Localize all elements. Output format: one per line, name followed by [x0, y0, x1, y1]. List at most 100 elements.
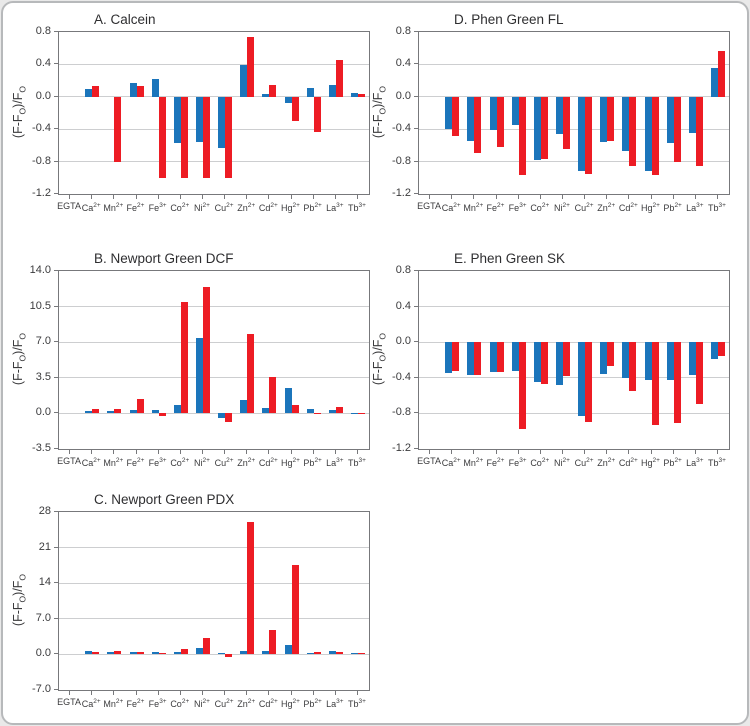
superscript: 2+	[181, 698, 190, 705]
plot-area	[418, 31, 730, 195]
superscript: 2+	[607, 457, 616, 464]
y-tick-label: 14	[38, 576, 51, 589]
bar-red	[180, 96, 188, 178]
y-tick-label: 0.8	[35, 25, 51, 37]
bar-red	[585, 96, 593, 174]
x-tick-label: Cu2+	[574, 457, 594, 468]
superscript: 3+	[336, 698, 344, 705]
x-tick-label: Pb2+	[303, 457, 322, 468]
x-tick-label: Mn2+	[103, 698, 124, 709]
bar-red	[357, 653, 365, 655]
bar-red	[247, 36, 255, 97]
bar-blue	[306, 87, 314, 97]
x-tick-label: Ca2+	[441, 457, 461, 468]
x-tick-mark	[451, 450, 453, 454]
x-tick-label: Zn2+	[237, 698, 256, 709]
y-tick-mark	[414, 270, 418, 271]
superscript: 2+	[562, 202, 570, 209]
x-tick-label: Co2+	[530, 457, 550, 468]
subscript: O	[377, 107, 388, 115]
x-tick-label: Cd2+	[618, 202, 638, 213]
bar-blue	[688, 342, 696, 376]
x-tick-mark	[650, 195, 652, 199]
y-tick-mark	[414, 412, 418, 414]
superscript: 2+	[541, 202, 550, 209]
x-tick-label: Ni2+	[193, 698, 210, 709]
x-tick-mark	[451, 195, 453, 199]
superscript: 2+	[93, 698, 101, 705]
y-tick-label: -0.8	[392, 406, 411, 419]
y-tick-mark	[54, 193, 58, 194]
y-tick-label: 0.0	[35, 647, 51, 660]
x-tick-mark	[606, 195, 608, 199]
bar-blue	[151, 651, 159, 655]
x-tick-label: Co2+	[530, 202, 550, 213]
panel-title: A. Calcein	[94, 12, 156, 27]
superscript: 2+	[226, 457, 234, 464]
superscript: 3+	[159, 202, 167, 209]
bar-red	[357, 413, 365, 415]
bar-red	[452, 96, 460, 136]
superscript: 2+	[475, 457, 484, 464]
superscript: 2+	[630, 457, 638, 464]
gridline	[59, 547, 369, 549]
x-tick-mark	[246, 450, 248, 454]
y-tick-label: 10.5	[29, 299, 51, 312]
bar-blue	[262, 94, 270, 97]
superscript: 2+	[270, 202, 278, 209]
y-tick-label: -1.2	[392, 442, 411, 454]
bar-red	[136, 399, 144, 414]
x-tick-mark	[157, 450, 159, 454]
plot-area	[58, 511, 370, 691]
bar-blue	[240, 400, 248, 414]
y-tick-mark	[414, 448, 418, 449]
x-tick-label: Tb3+	[347, 457, 366, 468]
superscript: 2+	[453, 202, 461, 209]
bar-blue	[262, 651, 270, 655]
subscript: O	[17, 354, 28, 362]
bar-blue	[710, 342, 718, 360]
x-tick-mark	[672, 450, 674, 454]
x-tick-mark	[69, 450, 71, 454]
x-tick-mark	[561, 450, 563, 454]
gridline	[59, 63, 369, 65]
x-tick-label: EGTA	[417, 456, 441, 466]
panel-b: B. Newport Green DCF (F-FO)/FO 14.0 10.5 7.0…	[2, 245, 377, 485]
superscript: 3+	[159, 457, 167, 464]
x-tick-mark	[495, 195, 497, 199]
bar-blue	[578, 96, 586, 172]
y-tick-label: -0.8	[392, 154, 411, 167]
x-tick-mark	[268, 450, 270, 454]
bar-red	[474, 96, 482, 153]
bar-red	[717, 50, 725, 97]
superscript: 2+	[586, 202, 594, 209]
bar-blue	[195, 338, 203, 414]
superscript: 2+	[562, 457, 570, 464]
x-tick-label: Ni2+	[553, 457, 570, 468]
superscript: 2+	[115, 457, 124, 464]
superscript: 2+	[270, 457, 278, 464]
bar-blue	[195, 96, 203, 143]
x-tick-label: Cu2+	[574, 202, 594, 213]
x-tick-mark	[356, 195, 358, 199]
superscript: 2+	[181, 202, 190, 209]
gridline	[59, 618, 369, 620]
y-tick-label: -1.2	[392, 187, 411, 199]
x-tick-label: La3+	[686, 457, 704, 468]
bar-red	[136, 651, 144, 655]
x-tick-mark	[179, 195, 181, 199]
y-axis-label: (F-FO)/FO	[371, 85, 388, 139]
x-tick-label: Cd2+	[258, 698, 278, 709]
bar-red	[225, 96, 233, 178]
bar-blue	[328, 651, 336, 655]
bar-blue	[284, 644, 292, 655]
x-tick-label: Co2+	[170, 457, 190, 468]
superscript: 3+	[358, 457, 366, 464]
x-tick-mark	[356, 691, 358, 695]
bar-red	[673, 96, 681, 162]
bar-red	[629, 342, 637, 392]
y-tick-mark	[54, 582, 58, 584]
x-tick-label: La3+	[326, 202, 344, 213]
y-tick-mark	[54, 546, 58, 548]
gridline	[59, 341, 369, 343]
